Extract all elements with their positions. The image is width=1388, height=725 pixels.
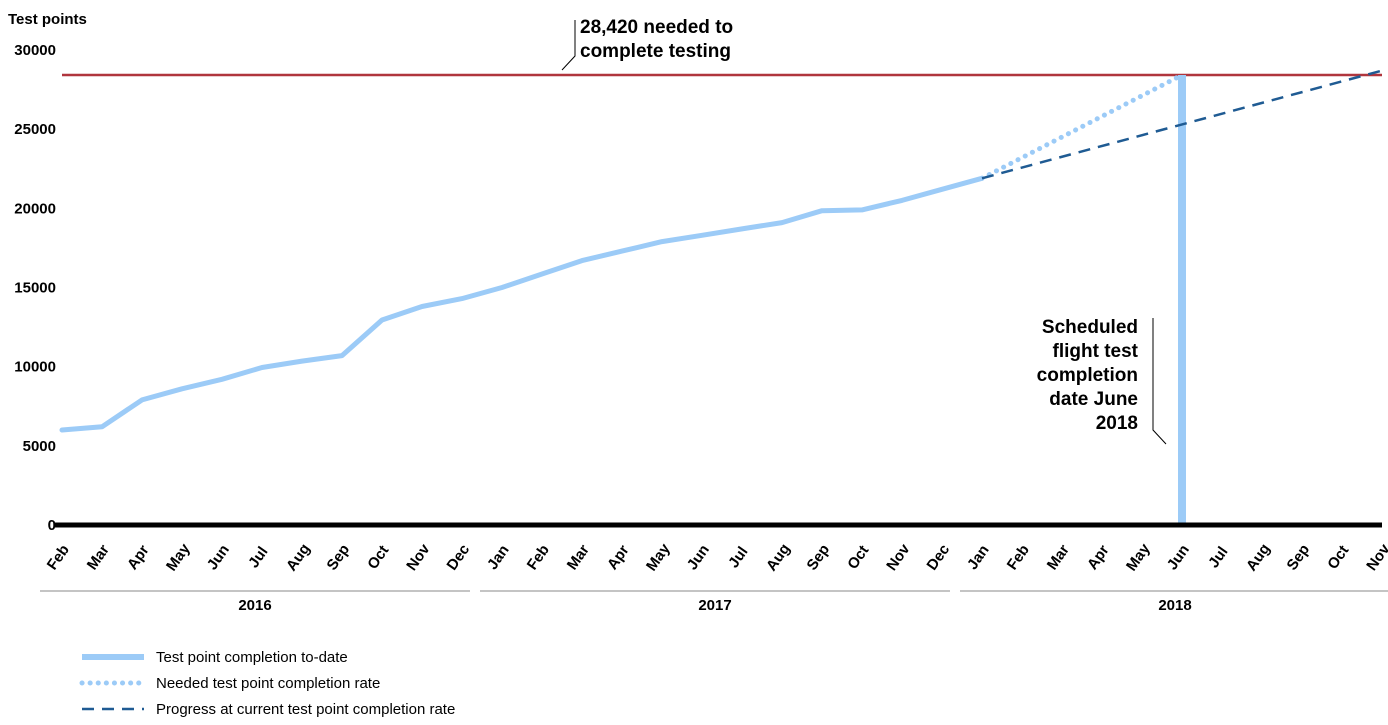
x-tick-label: Oct	[1324, 542, 1352, 572]
milestone-annotation-text: date June	[1049, 389, 1138, 410]
x-tick-label: Jun	[684, 542, 713, 574]
legend-item-dashed: Progress at current test point completio…	[78, 696, 455, 722]
y-tick-label: 20000	[14, 200, 56, 217]
milestone-annotation-text: flight test	[1053, 341, 1139, 362]
y-tick-label: 15000	[14, 280, 56, 297]
legend: Test point completion to-date Needed tes…	[78, 644, 455, 722]
x-tick-label: Oct	[364, 542, 392, 572]
year-label: 2018	[1158, 597, 1191, 614]
x-tick-label: Aug	[763, 541, 794, 575]
x-tick-label: Nov	[1363, 540, 1388, 574]
x-tick-label: Sep	[803, 541, 833, 573]
x-tick-label: Nov	[403, 540, 434, 574]
x-tick-label: May	[163, 540, 194, 574]
year-label: 2017	[698, 597, 731, 614]
x-tick-label: Jan	[484, 542, 513, 573]
x-tick-label: Mar	[84, 541, 113, 573]
x-tick-label: Dec	[443, 541, 473, 573]
y-tick-label: 10000	[14, 359, 56, 376]
series-line-solid	[59, 175, 985, 433]
y-tick-label: 30000	[14, 42, 56, 59]
y-axis-title: Test points	[8, 11, 87, 28]
x-tick-label: Mar	[1044, 541, 1073, 573]
y-tick-label: 25000	[14, 121, 56, 138]
x-tick-label: Nov	[883, 540, 914, 574]
legend-item-solid: Test point completion to-date	[78, 644, 455, 670]
legend-swatch-dashed	[82, 707, 144, 711]
target-annotation-text: 28,420 needed to	[580, 17, 733, 38]
chart: Test points 0 5000 10000 15000 20000 25000 3000…	[8, 11, 1388, 614]
milestone-annotation-text: 2018	[1096, 413, 1138, 434]
x-tick-label: Mar	[564, 541, 593, 573]
x-tick-label: Jun	[1164, 542, 1193, 574]
y-tick-label: 0	[48, 517, 56, 534]
x-tick-label: Sep	[1283, 541, 1313, 573]
x-tick-label: Apr	[1084, 542, 1113, 573]
x-tick-label: Dec	[923, 541, 953, 573]
x-tick-label: Apr	[124, 542, 153, 573]
y-tick-label: 5000	[23, 438, 56, 455]
x-tick-label: Sep	[323, 541, 353, 573]
x-tick-label: Aug	[283, 541, 314, 575]
legend-item-dotted: Needed test point completion rate	[78, 670, 455, 696]
x-tick-label: Jul	[1205, 544, 1231, 572]
x-tick-label: Jun	[204, 542, 233, 574]
milestone-annotation-text: completion	[1037, 365, 1138, 386]
target-annotation-text: complete testing	[580, 41, 731, 62]
series-line-dotted	[979, 72, 1185, 181]
x-tick-label: Jul	[245, 544, 271, 572]
legend-label: Test point completion to-date	[156, 648, 348, 666]
legend-label: Needed test point completion rate	[156, 674, 381, 692]
x-tick-label: May	[1123, 540, 1154, 574]
x-tick-label: Jan	[964, 542, 993, 573]
milestone-annotation-leader	[1152, 318, 1167, 445]
legend-swatch-solid	[82, 654, 144, 660]
target-annotation-leader	[561, 20, 576, 71]
x-tick-label: May	[643, 540, 674, 574]
legend-label: Progress at current test point completio…	[156, 700, 456, 718]
x-tick-label: Oct	[844, 542, 872, 572]
x-tick-label: Jul	[725, 544, 751, 572]
series-line-dashed	[981, 69, 1383, 180]
x-tick-label: Apr	[604, 542, 633, 573]
year-label: 2016	[238, 597, 271, 614]
x-tick-label: Feb	[44, 542, 73, 574]
milestone-annotation-text: Scheduled	[1042, 317, 1138, 338]
x-tick-label: Aug	[1243, 541, 1274, 575]
x-tick-label: Feb	[524, 542, 553, 574]
x-tick-label: Feb	[1004, 542, 1033, 574]
legend-swatch-dotted	[79, 680, 147, 686]
